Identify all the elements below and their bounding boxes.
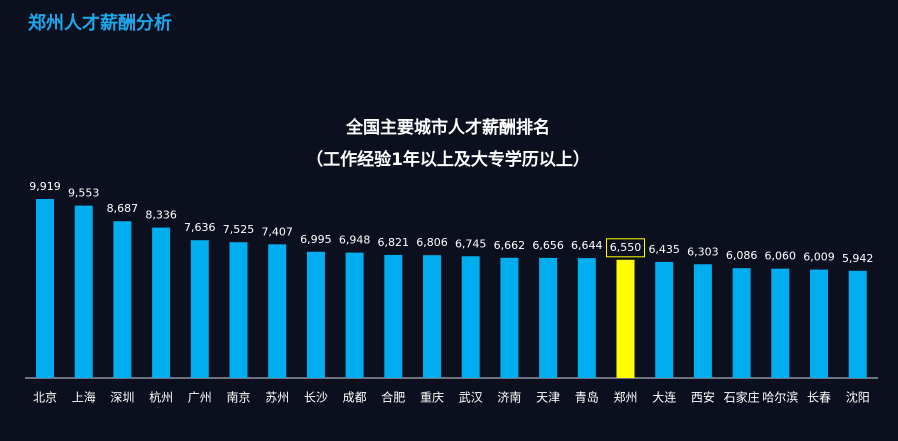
value-label: 8,336 xyxy=(145,209,177,222)
bar xyxy=(36,199,54,378)
x-tick-label: 青岛 xyxy=(575,390,599,405)
x-tick-label: 深圳 xyxy=(110,391,134,405)
bar xyxy=(771,268,790,378)
x-tick-label: 广州 xyxy=(188,391,212,405)
value-label: 6,948 xyxy=(339,234,371,247)
bar xyxy=(152,227,171,378)
value-label: 6,656 xyxy=(532,239,564,252)
x-tick-label: 哈尔滨 xyxy=(762,390,798,405)
x-tick-label: 上海 xyxy=(72,390,96,405)
value-label: 6,644 xyxy=(571,239,603,252)
x-tick-label: 合肥 xyxy=(381,390,405,405)
x-tick-label: 沈阳 xyxy=(846,390,870,405)
bar xyxy=(229,242,248,378)
bar xyxy=(577,258,596,378)
value-label: 5,942 xyxy=(842,252,874,265)
value-label: 6,009 xyxy=(803,251,835,264)
x-tick-label: 大连 xyxy=(652,390,676,405)
value-label: 6,435 xyxy=(648,243,680,256)
bar xyxy=(693,264,712,378)
bar xyxy=(268,244,287,378)
value-label: 6,086 xyxy=(726,249,758,262)
x-tick-label: 济南 xyxy=(497,390,521,405)
x-tick-label: 重庆 xyxy=(420,391,444,405)
x-tick-label: 郑州 xyxy=(613,390,637,405)
page-header: 郑州人才薪酬分析 xyxy=(28,12,172,34)
x-tick-label: 北京 xyxy=(33,391,57,405)
x-tick-label: 南京 xyxy=(226,390,250,405)
bar xyxy=(306,251,325,378)
bar xyxy=(113,221,132,378)
bar xyxy=(384,254,403,378)
bar xyxy=(461,256,480,378)
x-tick-label: 成都 xyxy=(343,391,367,405)
x-tick-label: 西安 xyxy=(691,390,715,405)
x-tick-label: 长春 xyxy=(807,391,831,405)
chart-subtitle: （工作经验1年以上及大专学历以上） xyxy=(306,149,590,170)
value-label: 9,919 xyxy=(29,180,61,193)
bar xyxy=(500,257,519,378)
bar xyxy=(616,259,635,378)
x-tick-label: 苏州 xyxy=(265,391,289,405)
value-label: 6,303 xyxy=(687,245,719,258)
bar xyxy=(190,240,209,378)
value-label: 7,407 xyxy=(261,225,293,238)
bar xyxy=(848,270,867,378)
bar xyxy=(810,269,828,378)
value-label: 6,662 xyxy=(494,239,526,252)
bar xyxy=(732,268,751,378)
value-label: 6,995 xyxy=(300,233,332,246)
bar xyxy=(345,252,364,378)
x-tick-label: 天津 xyxy=(536,391,560,405)
value-label: 6,806 xyxy=(416,236,448,249)
chart-title: 全国主要城市人才薪酬排名 xyxy=(345,117,550,138)
value-label: 6,821 xyxy=(378,236,410,249)
value-label: 6,550 xyxy=(610,241,642,254)
value-label: 8,687 xyxy=(107,202,139,215)
bar xyxy=(423,255,441,378)
bar xyxy=(655,261,674,378)
x-tick-label: 长沙 xyxy=(304,391,328,405)
value-label: 7,525 xyxy=(223,223,255,236)
x-tick-label: 石家庄 xyxy=(724,390,760,405)
x-tick-label: 武汉 xyxy=(459,391,483,405)
label-box xyxy=(606,238,645,258)
x-tick-label: 杭州 xyxy=(149,390,173,405)
bar xyxy=(74,205,93,378)
bar xyxy=(539,257,558,378)
value-label: 6,060 xyxy=(765,250,797,263)
value-label: 6,745 xyxy=(455,237,487,250)
value-label: 7,636 xyxy=(184,221,216,234)
value-label: 9,553 xyxy=(68,187,100,200)
